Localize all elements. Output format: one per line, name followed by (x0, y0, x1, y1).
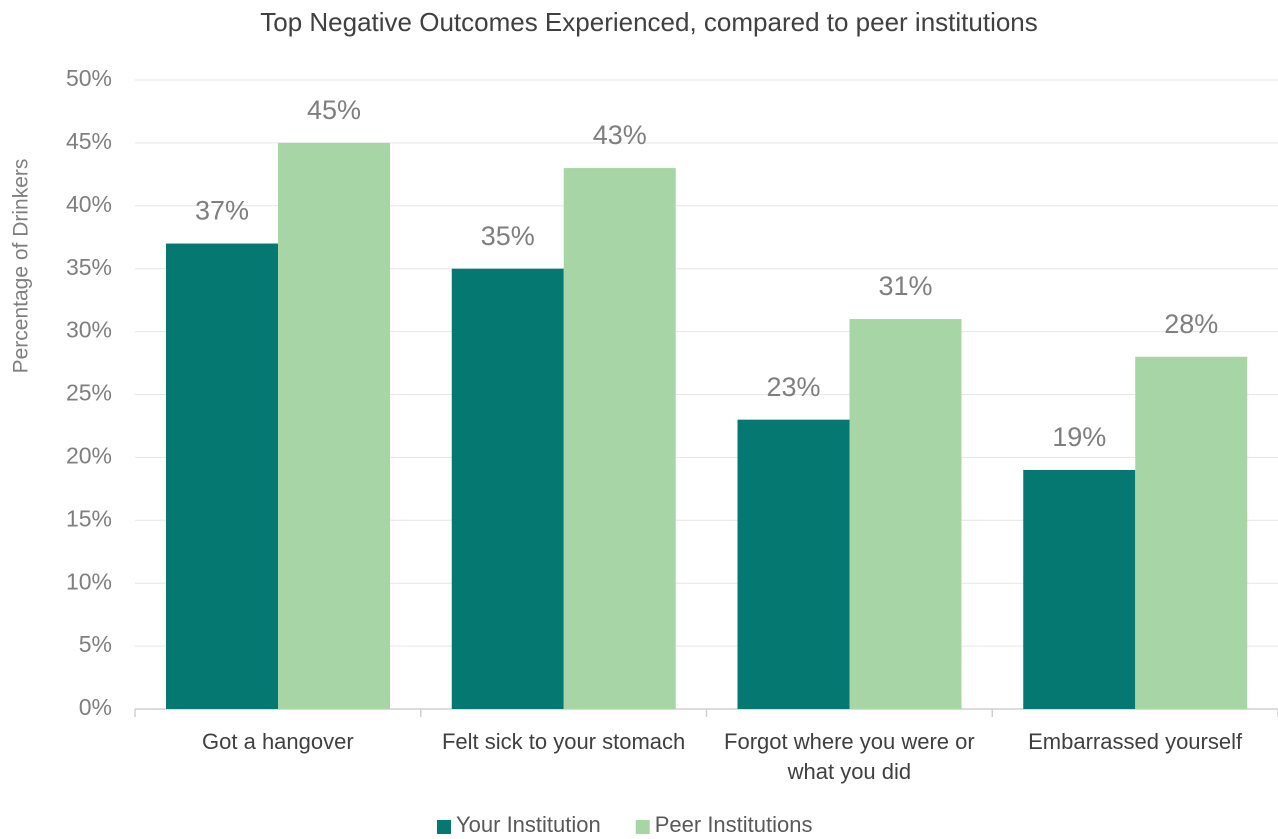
legend-label: Your Institution (456, 812, 601, 837)
bar (563, 168, 676, 709)
bar (1023, 469, 1136, 709)
data-label: 23% (766, 372, 820, 402)
x-tick-label: Got a hangover (202, 729, 354, 754)
y-tick-label: 30% (66, 317, 112, 343)
data-label: 37% (195, 196, 249, 226)
bar (278, 142, 390, 709)
bar (451, 268, 564, 709)
data-label: 19% (1052, 422, 1106, 452)
data-label: 43% (593, 120, 647, 150)
y-tick-label: 45% (66, 128, 112, 154)
legend-swatch (437, 820, 451, 834)
y-tick-label: 35% (66, 254, 112, 280)
x-tick-label: Forgot where you were or what you did (724, 729, 975, 784)
data-label: 31% (878, 271, 932, 301)
bar (849, 319, 962, 709)
y-tick-label: 5% (79, 631, 112, 657)
y-tick-label: 40% (66, 191, 112, 217)
legend-label: Peer Institutions (655, 812, 813, 837)
y-tick-label: 15% (66, 505, 112, 531)
bar (166, 243, 278, 710)
y-axis-label: Percentage of Drinkers (10, 159, 33, 374)
data-label: 28% (1164, 309, 1218, 339)
data-label: 45% (307, 95, 361, 125)
data-label: 35% (481, 221, 535, 251)
bar (737, 419, 850, 709)
legend-swatch (635, 820, 650, 834)
y-tick-label: 10% (66, 568, 112, 594)
x-tick-label: Embarrassed yourself (1028, 729, 1243, 754)
y-tick-label: 20% (66, 442, 112, 468)
bar (1135, 356, 1248, 709)
y-tick-label: 25% (66, 380, 112, 406)
chart-title: Top Negative Outcomes Experienced, compa… (260, 7, 1038, 37)
y-tick-label: 50% (66, 65, 112, 91)
x-tick-label: Felt sick to your stomach (442, 729, 685, 754)
y-tick-label: 0% (79, 694, 112, 720)
